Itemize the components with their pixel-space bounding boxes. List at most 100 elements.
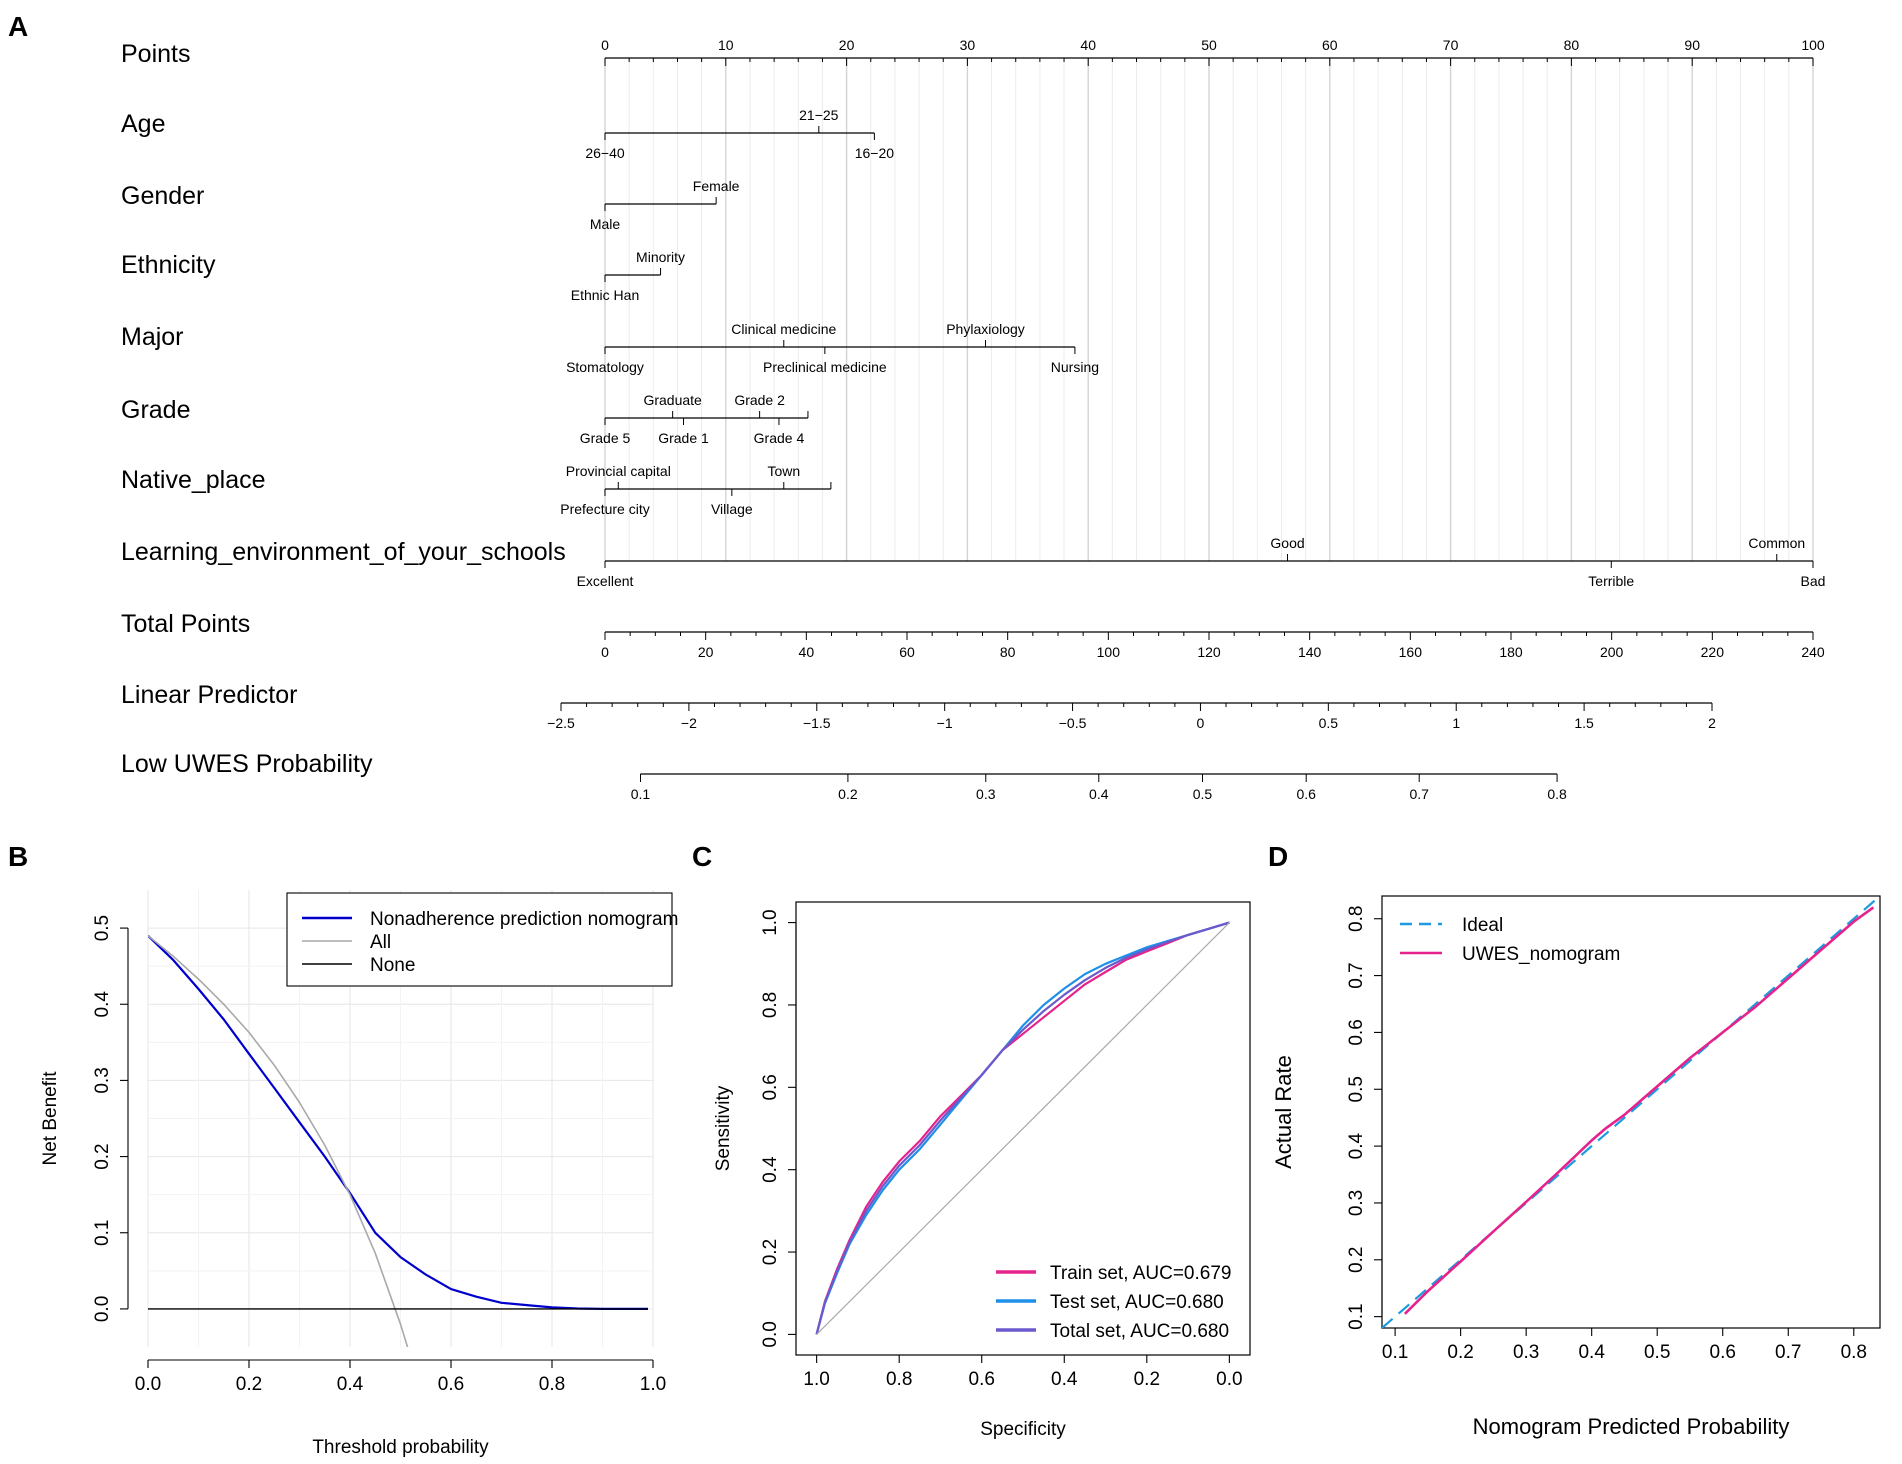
x-tick-label: 0.1 [1382, 1342, 1408, 1363]
total-points-tick-label: 160 [1399, 644, 1423, 660]
total-points-tick-label: 200 [1600, 644, 1624, 660]
total-points-tick-label: 220 [1701, 644, 1725, 660]
level-label-grade-1: Grade 1 [658, 430, 709, 446]
total-points-tick-label: 140 [1298, 644, 1322, 660]
y-axis-label: Net Benefit [40, 1071, 61, 1166]
points-tick-label: 10 [718, 37, 734, 53]
level-label-phylaxiology: Phylaxiology [946, 321, 1025, 337]
level-label-minority: Minority [636, 249, 685, 265]
probability-tick-label: 0.2 [838, 786, 858, 802]
probability-tick-label: 0.5 [1193, 786, 1213, 802]
x-tick-label: 0.2 [236, 1374, 262, 1395]
legend-box [286, 892, 673, 987]
panel-label-d: D [1268, 841, 1288, 872]
y-tick-label: 0.6 [760, 1074, 781, 1100]
points-tick-label: 90 [1684, 37, 1700, 53]
x-tick-label: 0.4 [337, 1374, 364, 1395]
scale-label-low-uwes-probability: Low UWES Probability [121, 750, 373, 778]
calibration-panel: 0.1 0.2 0.3 0.4 0.5 0.6 0.7 0.8 0.1 0.2 0.3 0.4 0.5 0… [1271, 895, 1881, 1439]
y-tick-label: 0.4 [92, 991, 113, 1018]
scale-label-native-place: Native_place [121, 466, 266, 494]
x-tick-label: 0.2 [1447, 1342, 1473, 1363]
y-tick-label: 0.2 [1346, 1247, 1367, 1273]
total-points-tick-label: 0 [601, 644, 609, 660]
total-points-tick-label: 60 [899, 644, 915, 660]
scale-label-age: Age [121, 110, 165, 138]
panel-label-c: C [692, 841, 712, 872]
y-tick-label: 0.4 [1346, 1132, 1367, 1159]
level-label-town: Town [767, 463, 800, 479]
points-tick-label: 100 [1801, 37, 1825, 53]
legend-label-test-set-auc-0-680: Test set, AUC=0.680 [1050, 1292, 1224, 1313]
nomogram-panel: Points 0 10 20 30 40 50 60 70 80 90 100Age26−4021−2… [121, 37, 1825, 802]
total-points-tick-label: 40 [799, 644, 815, 660]
x-tick-label: 0.0 [135, 1374, 161, 1395]
y-tick-label: 0.0 [92, 1296, 113, 1322]
x-tick-label: 0.7 [1775, 1342, 1801, 1363]
series-line-nonadherence-prediction-nomogram [148, 934, 648, 1310]
probability-tick-label: 0.7 [1409, 786, 1429, 802]
total-points-tick-label: 80 [1000, 644, 1016, 660]
legend-label-all: All [370, 932, 391, 953]
level-label-stomatology: Stomatology [566, 359, 644, 375]
linear-predictor-tick-label: 1.5 [1574, 715, 1594, 731]
level-label-common: Common [1748, 535, 1805, 551]
y-tick-label: 0.2 [92, 1143, 113, 1169]
x-tick-label: 0.4 [1578, 1342, 1605, 1363]
level-label-female: Female [693, 178, 740, 194]
series-line-all [148, 935, 409, 1347]
total-points-tick-label: 120 [1197, 644, 1221, 660]
total-points-tick-label: 20 [698, 644, 714, 660]
legend-label-total-set-auc-0-680: Total set, AUC=0.680 [1050, 1321, 1229, 1342]
level-label-grade-2: Grade 2 [734, 392, 785, 408]
level-label-nursing: Nursing [1051, 359, 1099, 375]
y-tick-label: 0.6 [1346, 1019, 1367, 1045]
linear-predictor-tick-label: −2 [681, 715, 697, 731]
y-tick-label: 0.8 [760, 992, 781, 1018]
points-tick-label: 0 [601, 37, 609, 53]
probability-tick-label: 0.1 [631, 786, 651, 802]
points-tick-label: 70 [1443, 37, 1459, 53]
legend-label-none: None [370, 955, 415, 976]
linear-predictor-tick-label: −1.5 [803, 715, 831, 731]
points-tick-label: 80 [1564, 37, 1580, 53]
level-label-prefecture-city: Prefecture city [560, 501, 649, 517]
linear-predictor-tick-label: −2.5 [547, 715, 575, 731]
y-tick-label: 0.0 [760, 1321, 781, 1347]
level-label-good: Good [1270, 535, 1304, 551]
y-tick-label: 0.4 [760, 1156, 781, 1183]
x-tick-label: 1.0 [803, 1369, 829, 1390]
x-tick-label: 0.8 [1841, 1342, 1867, 1363]
x-tick-label: 0.6 [969, 1369, 995, 1390]
x-tick-label: 0.8 [886, 1369, 912, 1390]
linear-predictor-tick-label: 1 [1452, 715, 1460, 731]
total-points-tick-label: 100 [1097, 644, 1121, 660]
probability-tick-label: 0.3 [976, 786, 996, 802]
probability-tick-label: 0.8 [1547, 786, 1567, 802]
scale-label-points: Points [121, 40, 190, 68]
y-tick-label: 0.1 [92, 1220, 113, 1246]
x-tick-label: 0.5 [1644, 1342, 1670, 1363]
y-tick-label: 0.3 [92, 1067, 113, 1093]
legend-label-train-set-auc-0-679: Train set, AUC=0.679 [1050, 1263, 1231, 1284]
points-tick-label: 20 [839, 37, 855, 53]
level-label-village: Village [711, 501, 753, 517]
linear-predictor-tick-label: 0 [1197, 715, 1205, 731]
linear-predictor-tick-label: 0.5 [1319, 715, 1339, 731]
level-label-grade-4: Grade 4 [754, 430, 805, 446]
probability-tick-label: 0.6 [1296, 786, 1316, 802]
x-tick-label: 0.0 [1216, 1369, 1242, 1390]
y-tick-label: 0.5 [92, 915, 113, 941]
level-label-16-20: 16−20 [855, 145, 895, 161]
y-tick-label: 0.2 [760, 1239, 781, 1265]
level-label-ethnic-han: Ethnic Han [571, 287, 639, 303]
y-tick-label: 0.7 [1346, 962, 1367, 988]
series-line-reference [816, 922, 1230, 1335]
roc-curve-panel: 1.0 0.8 0.6 0.4 0.2 0.0 0.0 0.2 0.4 0.6 0.8 1.0 Spec… [713, 901, 1251, 1440]
scale-label-linear-predictor: Linear Predictor [121, 681, 297, 709]
total-points-tick-label: 240 [1801, 644, 1825, 660]
total-points-tick-label: 180 [1499, 644, 1523, 660]
linear-predictor-tick-label: −1 [937, 715, 953, 731]
x-tick-label: 0.8 [539, 1374, 565, 1395]
